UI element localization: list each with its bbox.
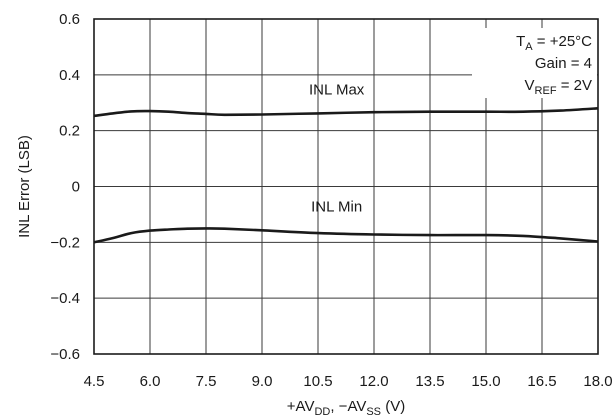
- series-line-inl-min: [93, 227, 599, 244]
- condition-line: Gain = 4: [535, 55, 592, 72]
- grid-lines: [94, 19, 598, 354]
- conditions-box: TA = +25°C Gain = 4 VREF = 2V: [472, 28, 597, 98]
- x-tick-label: 10.5: [303, 373, 332, 390]
- y-tick-label: −0.6: [50, 346, 80, 363]
- y-tick-label: 0.2: [59, 123, 80, 140]
- x-tick-label: 9.0: [252, 373, 273, 390]
- condition-line: VREF = 2V: [525, 77, 592, 97]
- condition-line: TA = +25°C: [516, 33, 592, 53]
- x-tick-label: 12.0: [359, 373, 388, 390]
- y-tick-label: 0.6: [59, 11, 80, 28]
- x-axis-label: +AVDD, −AVSS (V): [287, 398, 405, 418]
- y-tick-label: −0.2: [50, 234, 80, 251]
- x-tick-label: 13.5: [415, 373, 444, 390]
- x-tick-label: 18.0: [583, 373, 612, 390]
- x-tick-label: 7.5: [196, 373, 217, 390]
- x-tick-label: 16.5: [527, 373, 556, 390]
- x-tick-label: 15.0: [471, 373, 500, 390]
- x-tick-label: 6.0: [140, 373, 161, 390]
- y-axis-label: INL Error (LSB): [16, 135, 33, 238]
- series-line-inl-max: [93, 107, 599, 118]
- plot-frame: [93, 18, 599, 355]
- y-tick-label: −0.4: [50, 290, 80, 307]
- series-label: INL Min: [311, 199, 362, 216]
- series-lines: [93, 107, 599, 244]
- series-label: INL Max: [309, 81, 365, 98]
- x-tick-labels: 4.5 6.0 7.5 9.0 10.5 12.0 13.5 15.0 16.5 18.0: [84, 373, 612, 390]
- y-tick-label: 0: [72, 179, 80, 196]
- series-labels: INL Max INL Min: [309, 81, 365, 215]
- conditions-background: [472, 28, 597, 98]
- y-tick-label: 0.4: [59, 67, 80, 84]
- x-tick-label: 4.5: [84, 373, 105, 390]
- y-tick-labels: 0.6 0.4 0.2 0 −0.2 −0.4 −0.6: [50, 11, 80, 363]
